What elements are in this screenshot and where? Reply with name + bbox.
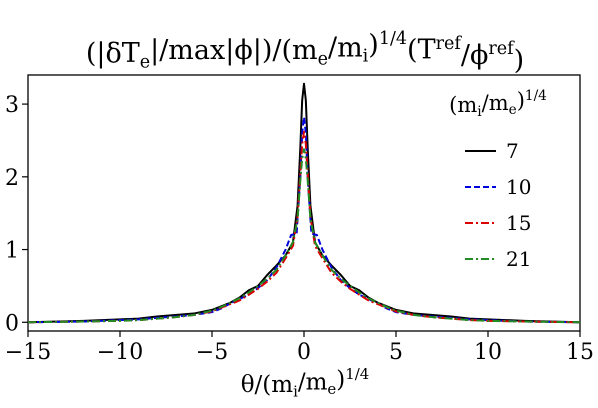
x-tick-label: −15 (5, 340, 51, 365)
x-tick-label: 15 (566, 340, 594, 365)
x-tick-label: −5 (196, 340, 228, 365)
series-line-21 (27, 148, 581, 324)
x-tick-label: 5 (389, 340, 403, 365)
legend-label-15: 15 (506, 211, 531, 235)
y-tick-label: 2 (5, 166, 19, 191)
x-tick-label: 0 (297, 340, 311, 365)
y-axis-ticks: 0 1 2 3 (5, 93, 28, 336)
series-line-10 (27, 116, 581, 324)
legend: (mi​/me​)1/4​ 7 10 15 21 (449, 88, 547, 271)
x-tick-label: −10 (97, 340, 143, 365)
y-tick-label: 0 (5, 311, 19, 336)
legend-title: (mi​/me​)1/4​ (449, 88, 547, 120)
legend-label-7: 7 (506, 139, 519, 163)
x-tick-label: 10 (474, 340, 502, 365)
legend-label-10: 10 (506, 175, 531, 199)
y-tick-label: 3 (5, 93, 19, 118)
series-layer (27, 82, 581, 324)
y-tick-label: 1 (5, 239, 19, 264)
series-line-15 (27, 130, 581, 324)
x-axis-label: θ/(mi​/me​)1/4​ (241, 365, 370, 401)
legend-label-21: 21 (506, 247, 531, 271)
chart-title: (|δTe​|/max|ϕ|)/(me​/mi​)1/4​(Tref​/ϕref… (86, 29, 524, 76)
x-axis-ticks: −15 −10 −5 0 5 10 15 (5, 331, 594, 365)
